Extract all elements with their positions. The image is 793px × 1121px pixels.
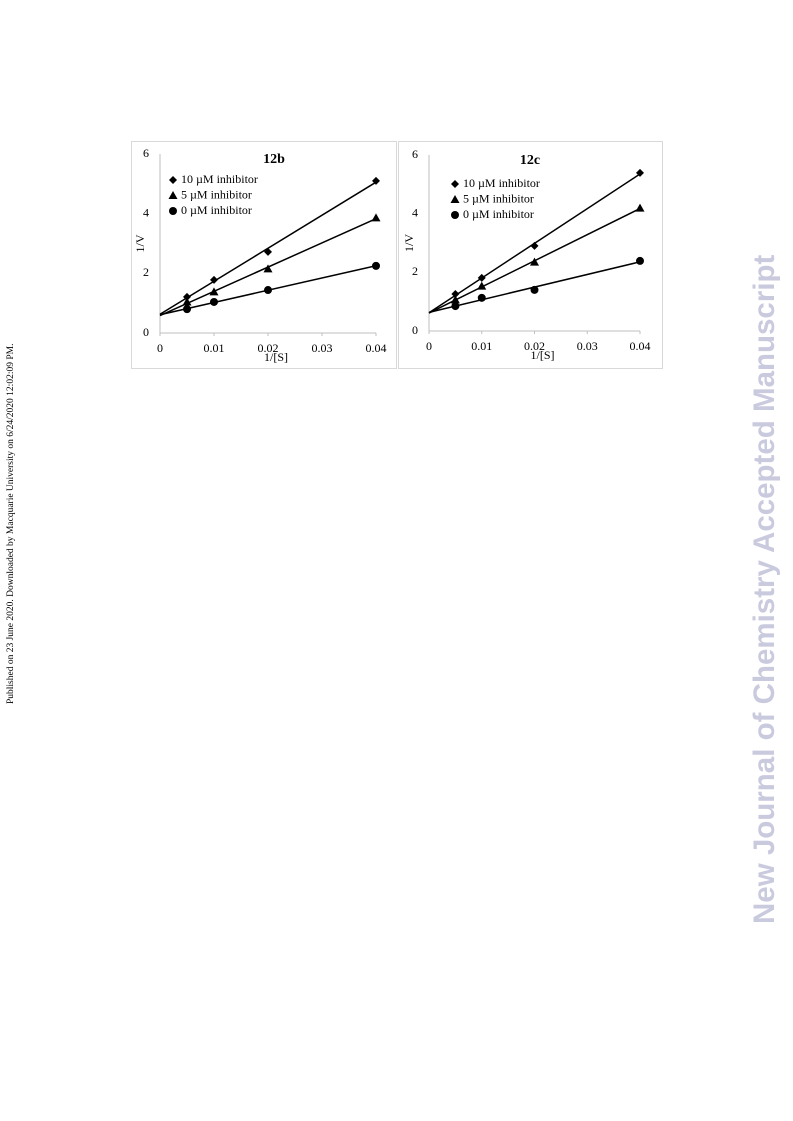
legend-label: 10 µM inhibitor: [181, 172, 258, 186]
x-tick-label: 0.03: [312, 341, 333, 355]
marker: [264, 286, 272, 295]
legend-label: 5 µM inhibitor: [181, 187, 252, 201]
watermark: New Journal of Chemistry Accepted Manusc…: [748, 254, 781, 924]
marker: [168, 191, 178, 199]
y-tick-label: 0: [143, 325, 149, 339]
x-axis-title: 1/[S]: [264, 350, 288, 364]
marker: [636, 256, 644, 265]
marker: [636, 168, 644, 177]
x-tick-label: 0.04: [366, 341, 387, 355]
x-tick-label: 0.01: [204, 341, 225, 355]
chart-border: [398, 141, 663, 369]
x-tick-label: 0.03: [577, 339, 598, 353]
y-tick-label: 6: [412, 147, 418, 161]
marker: [210, 275, 218, 284]
marker: [182, 297, 192, 306]
y-tick-label: 4: [412, 205, 418, 219]
y-tick-label: 6: [143, 146, 149, 160]
marker: [477, 273, 486, 282]
marker: [372, 261, 380, 270]
marker: [451, 290, 460, 299]
marker: [209, 287, 219, 296]
marker: [530, 241, 539, 250]
marker: [183, 305, 191, 314]
y-tick-label: 2: [143, 265, 149, 279]
marker: [451, 302, 460, 311]
marker: [169, 207, 177, 215]
marker: [169, 176, 177, 184]
legend-label: 0 µM inhibitor: [463, 207, 534, 221]
x-tick-label: 0: [157, 341, 163, 355]
legend-label: 0 µM inhibitor: [181, 203, 252, 217]
marker: [450, 195, 460, 203]
x-tick-label: 0.01: [471, 339, 492, 353]
y-axis-title: 1/V: [402, 234, 416, 252]
marker: [263, 264, 273, 273]
chart: 0 2 4 6 0 0.01 0.02 0.03 0.04 1/[S] 1/V 12b 10 µM in…: [131, 141, 397, 369]
marker: [450, 295, 460, 304]
chart-border: [131, 141, 397, 369]
y-tick-label: 0: [412, 323, 418, 337]
marker: [451, 211, 459, 219]
chart-title: 12c: [520, 153, 540, 168]
x-tick-label: 0.04: [630, 339, 651, 353]
y-tick-label: 4: [143, 205, 149, 219]
x-tick-label: 0.02: [524, 339, 545, 353]
marker: [183, 292, 191, 301]
chart: 0 2 4 6 0 0.01 0.02 0.03 0.04 1/[S] 1/V 12c 10 µM in…: [398, 141, 663, 369]
marker: [371, 213, 381, 222]
marker: [477, 281, 487, 290]
y-axis-title: 1/V: [133, 234, 147, 252]
marker: [635, 203, 645, 212]
legend-label: 5 µM inhibitor: [463, 191, 534, 205]
x-axis-title: 1/[S]: [531, 348, 555, 362]
marker: [264, 247, 272, 256]
chart-title: 12b: [263, 152, 285, 167]
marker: [530, 285, 539, 294]
marker: [530, 257, 539, 266]
x-tick-label: 0: [426, 339, 432, 353]
y-tick-label: 2: [412, 264, 418, 278]
marker: [210, 297, 218, 306]
marker: [451, 180, 459, 188]
x-tick-label: 0.02: [258, 341, 279, 355]
legend-label: 10 µM inhibitor: [463, 176, 540, 190]
sidebar-note: Published on 23 June 2020. Downloaded by…: [6, 343, 16, 704]
marker: [477, 293, 486, 302]
marker: [372, 176, 380, 185]
